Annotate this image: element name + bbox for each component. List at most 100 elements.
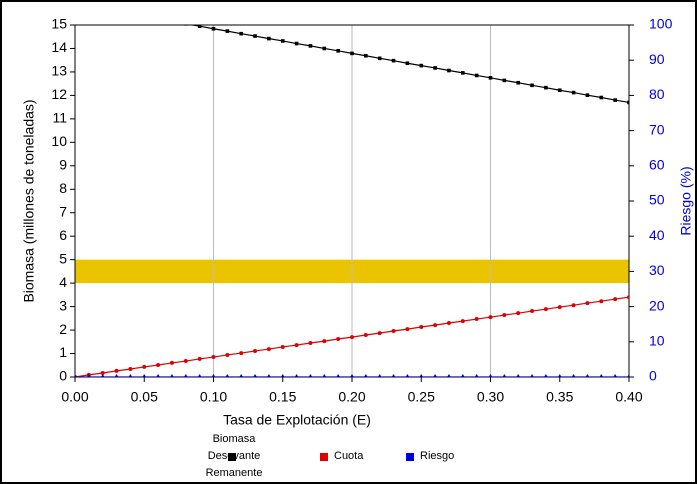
marker: [571, 303, 576, 308]
marker: [599, 374, 604, 377]
marker: [100, 371, 105, 376]
marker: [377, 56, 382, 61]
marker: [516, 80, 520, 85]
legend-label: Biomasa Desovante Remanente: [205, 433, 263, 479]
marker: [502, 374, 507, 377]
marker: [474, 374, 479, 377]
marker: [350, 51, 354, 56]
y2-tick-label: 90: [649, 51, 665, 67]
marker: [239, 31, 243, 36]
y2-tick-label: 80: [649, 86, 665, 102]
marker: [170, 374, 174, 377]
marker: [516, 311, 521, 316]
marker: [225, 374, 230, 377]
marker: [488, 76, 493, 80]
y-tick-label: 0: [59, 368, 67, 384]
x-tick-label: 0.20: [338, 389, 365, 405]
marker: [377, 331, 382, 336]
y-tick-label: 14: [51, 39, 67, 55]
legend-label: Riesgo: [420, 450, 455, 462]
marker: [350, 335, 354, 340]
marker: [294, 41, 299, 46]
legend-swatch: [228, 453, 236, 461]
x-axis-label: Tasa de Explotación (E): [223, 412, 371, 428]
x-tick-label: 0.25: [408, 389, 435, 405]
y2-tick-label: 100: [649, 16, 673, 32]
y2-tick-label: 70: [649, 121, 665, 137]
series-layer: [75, 25, 629, 377]
y2-tick-label: 50: [649, 192, 665, 208]
marker: [336, 336, 341, 341]
marker: [585, 93, 590, 97]
marker: [211, 26, 216, 31]
y-tick-label: 13: [51, 63, 67, 79]
marker: [613, 374, 617, 377]
marker: [530, 374, 534, 377]
marker: [405, 61, 410, 66]
marker: [446, 321, 451, 326]
y-tick-label: 15: [51, 16, 67, 32]
x-tick-label: 0.05: [131, 389, 158, 405]
marker: [544, 374, 548, 377]
marker: [613, 297, 618, 302]
marker: [391, 58, 396, 63]
marker: [322, 339, 327, 344]
marker: [543, 307, 548, 312]
x-tick-label: 0.10: [200, 389, 227, 405]
marker: [516, 374, 520, 377]
y-tick-label: 5: [59, 250, 67, 266]
marker: [183, 359, 188, 364]
marker: [599, 95, 604, 100]
marker: [571, 374, 576, 377]
marker: [460, 319, 465, 324]
marker: [239, 351, 244, 356]
marker: [419, 374, 424, 377]
marker: [128, 374, 133, 377]
marker: [557, 305, 562, 310]
y2-tick-label: 30: [649, 262, 665, 278]
marker: [364, 53, 368, 58]
x-tick-label: 0.40: [615, 389, 642, 405]
legend-swatch: [406, 453, 414, 461]
marker: [627, 295, 629, 300]
marker: [502, 78, 507, 83]
marker: [336, 49, 340, 53]
marker: [142, 374, 147, 377]
marker: [488, 374, 493, 377]
marker: [253, 348, 258, 353]
marker: [391, 374, 396, 377]
marker: [405, 374, 410, 377]
marker: [239, 374, 243, 377]
marker: [364, 374, 368, 377]
marker: [350, 374, 354, 377]
marker: [447, 68, 451, 73]
marker: [280, 39, 285, 43]
marker: [336, 374, 340, 377]
marker: [433, 323, 438, 328]
y-tick-label: 4: [59, 274, 67, 290]
y-tick-label: 11: [52, 110, 67, 126]
y-tick-label: 7: [59, 203, 67, 219]
y-tick-label: 9: [59, 157, 67, 173]
marker: [308, 340, 313, 345]
marker: [391, 329, 396, 334]
marker: [225, 352, 230, 357]
marker: [308, 44, 313, 48]
y-tick-label: 10: [51, 133, 67, 149]
y2-tick-label: 60: [649, 157, 665, 173]
marker: [142, 364, 147, 369]
marker: [627, 374, 629, 377]
y-tick-label: 3: [59, 297, 67, 313]
marker: [267, 374, 271, 377]
marker: [613, 98, 617, 102]
marker: [433, 66, 437, 70]
marker: [461, 374, 465, 377]
marker: [253, 374, 257, 377]
x-tick-label: 0.15: [269, 389, 296, 405]
y-tick-label: 6: [59, 227, 67, 243]
marker: [253, 34, 257, 38]
marker: [363, 332, 368, 337]
